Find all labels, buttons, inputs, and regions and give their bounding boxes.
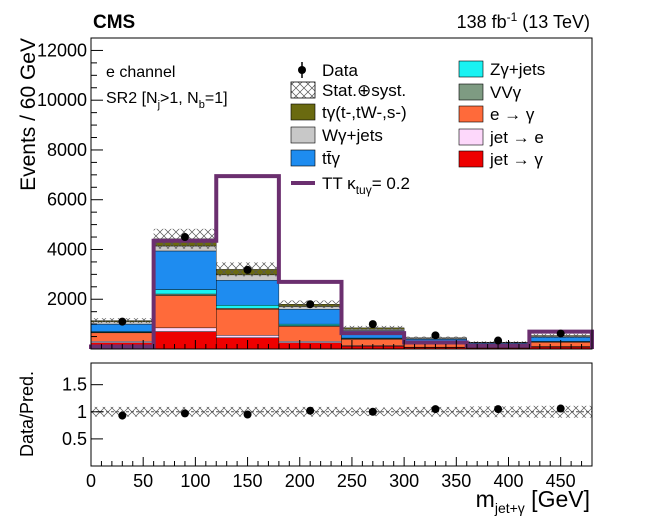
ratio-points [118, 404, 565, 420]
swatch-jet-to-gamma [458, 150, 484, 168]
lumi-label: 138 fb-1 (13 TeV) [457, 10, 590, 32]
top-axis-ticks: 2000 4000 6000 8000 10000 12000 [37, 37, 583, 349]
x-axis-title: mjet+γ [GeV] [476, 486, 590, 516]
legend-entry-zgamma: Zγ+jets [458, 60, 545, 79]
svg-text:VVγ: VVγ [490, 83, 522, 102]
svg-text:e → γ: e → γ [490, 105, 535, 124]
ratio-point-2 [243, 410, 252, 419]
y-axis-title: Events / 60 GeV [17, 38, 40, 191]
ratio-point-1 [180, 409, 189, 418]
ratio-point-4 [368, 407, 377, 416]
y-tick-label-12000: 12000 [37, 40, 87, 60]
channel-annotation: e channel [106, 64, 175, 81]
ratio-point-7 [556, 404, 565, 413]
svg-text:Data: Data [322, 61, 358, 80]
ratio-axis-ticks: 0.5 1 1.5 0 50 100 150 200 250 300 350 400 450 [62, 375, 583, 491]
x-tick-label-250: 250 [337, 471, 367, 491]
svg-text:Wγ+jets: Wγ+jets [322, 126, 383, 145]
ratio-y-axis-title: Data/Pred. [17, 371, 37, 457]
signal-histogram [89, 174, 594, 349]
legend-entry-vvgamma: VVγ [458, 83, 522, 102]
x-tick-label-150: 150 [233, 471, 263, 491]
bar-jet_to_e-1 [153, 327, 217, 332]
ratio-point-5 [431, 405, 440, 414]
svg-text:Zγ+jets: Zγ+jets [490, 60, 545, 79]
swatch-zgamma [458, 60, 484, 78]
x-tick-label-100: 100 [180, 471, 210, 491]
x-tick-label-450: 450 [546, 471, 576, 491]
y-tick-label-8000: 8000 [47, 140, 87, 160]
bar-zgamma-3 [278, 323, 342, 326]
legend-entry-stat: Stat.⊕syst. [290, 81, 406, 100]
bar-ttgamma-1 [153, 250, 217, 290]
data-point-3 [306, 300, 315, 309]
svg-text:Stat.⊕syst.: Stat.⊕syst. [322, 81, 406, 100]
signal-outline [89, 174, 594, 349]
legend-entry-tgamma: tγ(t-,tW-,s-) [290, 103, 407, 122]
data-points [118, 233, 565, 345]
x-tick-label-400: 400 [493, 471, 523, 491]
ratio-point-3 [306, 406, 315, 415]
bar-jet_to_e-2 [216, 335, 280, 339]
x-tick-label-350: 350 [441, 471, 471, 491]
data-point-5 [431, 331, 440, 340]
data-point-7 [556, 329, 565, 338]
experiment-label: CMS [93, 12, 135, 33]
x-tick-label-300: 300 [389, 471, 419, 491]
bar-jet_to_e-3 [278, 341, 342, 343]
ratio-point-0 [118, 411, 127, 420]
data-point-4 [368, 320, 377, 329]
ratio-y-tick-label-0.5: 0.5 [62, 429, 87, 449]
x-tick-label-0: 0 [86, 471, 96, 491]
legend-entry-jet-to-e: jet → e [458, 128, 544, 147]
svg-text:jet → γ: jet → γ [489, 150, 543, 169]
region-annotation: SR2 [Nj>1, Nb=1] [106, 90, 228, 111]
bar-vvgamma-1 [153, 293, 217, 296]
swatch-wgamma [290, 126, 316, 144]
bar-e_to_gamma-3 [278, 326, 342, 342]
data-point-0 [118, 317, 127, 326]
data-point-1 [180, 233, 189, 242]
y-tick-label-2000: 2000 [47, 289, 87, 309]
y-tick-label-10000: 10000 [37, 90, 87, 110]
legend-entry-e-to-gamma: e → γ [458, 105, 535, 124]
bar-ttgamma-2 [216, 280, 280, 306]
svg-text:TT κtuγ= 0.2: TT κtuγ= 0.2 [322, 174, 410, 197]
bar-zgamma-2 [216, 305, 280, 309]
legend-entry-data: Data [298, 61, 358, 80]
bar-e_to_gamma-1 [153, 295, 217, 329]
y-tick-label-6000: 6000 [47, 190, 87, 210]
ratio-y-tick-label-1: 1 [77, 402, 87, 422]
ratio-point-6 [494, 405, 503, 414]
svg-text:tt̄γ: tt̄γ [322, 149, 340, 168]
legend-entry-signal: TT κtuγ= 0.2 [291, 174, 410, 197]
swatch-jet-to-e [458, 128, 484, 146]
ratio-y-tick-label-1.5: 1.5 [62, 375, 87, 395]
y-tick-label-4000: 4000 [47, 239, 87, 259]
data-point-6 [494, 336, 503, 345]
bar-zgamma-1 [153, 289, 217, 295]
legend: Data Stat.⊕syst. tγ(t-,tW-,s-) Wγ+jets t… [290, 60, 545, 197]
legend-entry-wgamma: Wγ+jets [290, 126, 383, 145]
bar-ttgamma-3 [278, 308, 342, 325]
swatch-ttgamma [290, 149, 316, 167]
svg-text:tγ(t-,tW-,s-): tγ(t-,tW-,s-) [322, 103, 407, 122]
x-tick-label-200: 200 [285, 471, 315, 491]
swatch-e-to-gamma [458, 105, 484, 123]
swatch-tgamma [290, 103, 316, 121]
bar-e_to_gamma-2 [216, 308, 280, 336]
bar-jet_to_e-0 [90, 341, 154, 343]
legend-entry-jet-to-gamma: jet → γ [458, 150, 543, 169]
x-tick-label-50: 50 [133, 471, 153, 491]
svg-text:jet → e: jet → e [489, 128, 544, 147]
legend-entry-ttgamma: tt̄γ [290, 149, 340, 168]
swatch-vvgamma [458, 83, 484, 101]
data-point-2 [243, 265, 252, 274]
bar-e_to_gamma-0 [90, 332, 154, 342]
